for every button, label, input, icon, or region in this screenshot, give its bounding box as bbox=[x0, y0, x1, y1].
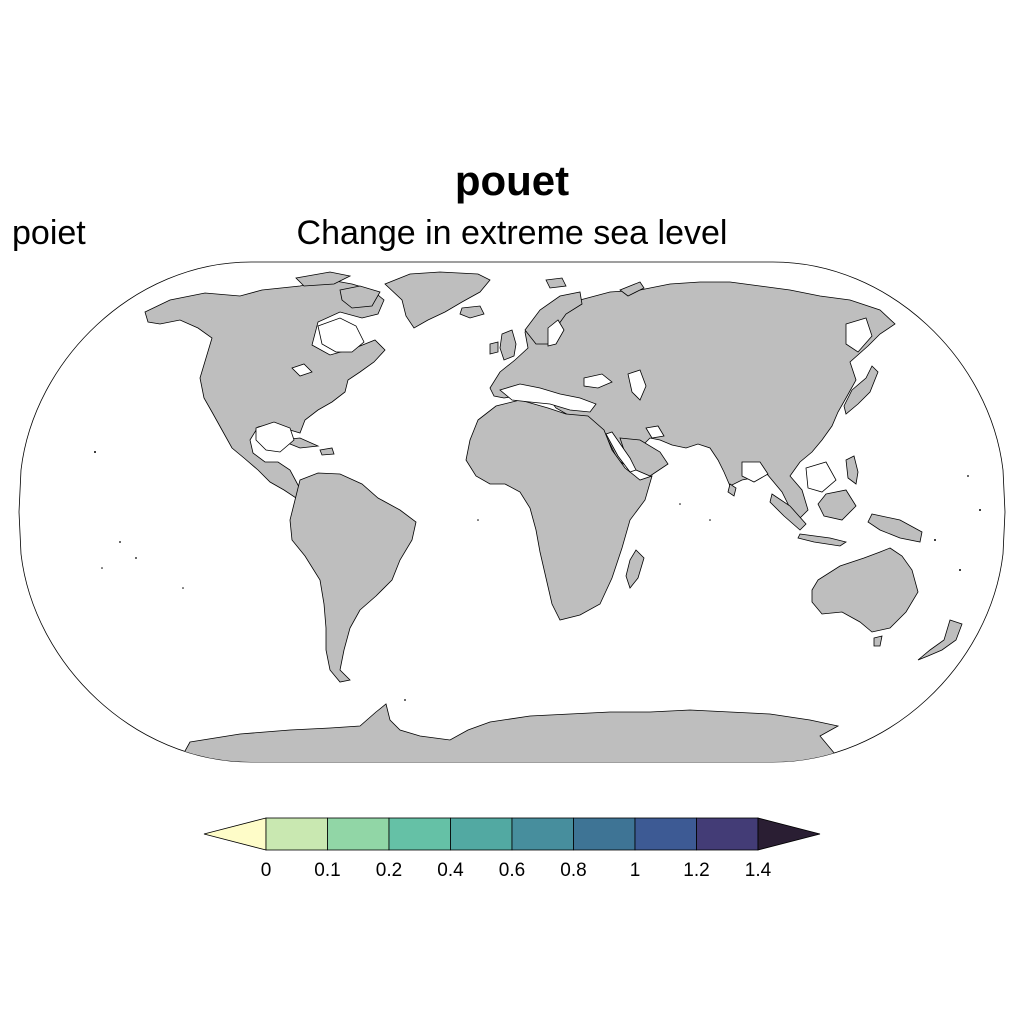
red-sea bbox=[605, 431, 637, 473]
landmass-australia bbox=[811, 547, 919, 633]
colorbar-bin bbox=[265, 817, 328, 851]
sea-of-okhotsk bbox=[845, 317, 873, 353]
bay-of-bengal bbox=[741, 461, 769, 483]
colorbar-bin bbox=[327, 817, 390, 851]
landmass-greenland bbox=[384, 271, 491, 329]
colorbar-tick-label: 0.6 bbox=[498, 860, 526, 881]
colorbar-bin bbox=[450, 817, 513, 851]
colorbar-tick-label: 1.4 bbox=[744, 860, 772, 881]
map-subtitle: Change in extreme sea level bbox=[296, 214, 728, 252]
landmass-ireland bbox=[489, 341, 499, 355]
colorbar-tick-label: 0 bbox=[260, 860, 272, 881]
landmass-tasmania bbox=[873, 635, 883, 647]
landmass-sumatra bbox=[769, 493, 807, 531]
colorbar-bin bbox=[573, 817, 636, 851]
landmass-novaya-zemlya bbox=[619, 281, 645, 297]
small-islands bbox=[94, 451, 981, 701]
landmass-scandinavia bbox=[524, 291, 583, 345]
landmass-north-america bbox=[144, 279, 386, 499]
landmass-borneo bbox=[817, 489, 857, 521]
black-sea bbox=[583, 373, 613, 389]
landmass-baffin-island bbox=[339, 285, 381, 309]
landmass-arctic-islands bbox=[295, 271, 352, 287]
colorbar-bin bbox=[388, 817, 451, 851]
persian-gulf bbox=[645, 425, 665, 439]
landmass-japan bbox=[843, 365, 879, 415]
colorbar bbox=[203, 817, 821, 851]
landmass-antarctica bbox=[179, 703, 841, 762]
colorbar-tick-label: 0.2 bbox=[375, 860, 403, 881]
landmass-south-america bbox=[289, 472, 417, 683]
colorbar-bin bbox=[696, 817, 759, 851]
caspian-sea bbox=[627, 369, 647, 401]
landmass-philippines bbox=[845, 455, 859, 485]
landmass-madagascar bbox=[625, 549, 645, 589]
landmass-svalbard bbox=[545, 277, 567, 289]
landmass-hispaniola bbox=[319, 447, 335, 456]
colorbar-tick-label: 1 bbox=[629, 860, 641, 881]
landmass-iceland bbox=[459, 305, 485, 319]
mediterranean-sea bbox=[499, 383, 597, 413]
colorbar-tick-label: 0.8 bbox=[560, 860, 587, 881]
baltic-sea bbox=[547, 319, 565, 347]
south-china-sea bbox=[805, 461, 837, 493]
colorbar-extend-low bbox=[203, 817, 267, 851]
colorbar-tick-label: 0.1 bbox=[314, 860, 341, 881]
colorbar-tick-label: 1.2 bbox=[683, 860, 710, 881]
landmass-sri-lanka bbox=[727, 483, 737, 497]
colorbar-bin bbox=[634, 817, 697, 851]
landmass-new-zealand bbox=[917, 619, 963, 661]
map-title: pouet bbox=[454, 157, 570, 204]
landmass-java bbox=[797, 533, 847, 547]
great-lakes bbox=[291, 363, 313, 377]
landmass-africa bbox=[465, 399, 653, 621]
colorbar-extend-high bbox=[757, 817, 821, 851]
gulf-of-mexico bbox=[255, 421, 295, 453]
hudson-bay bbox=[317, 317, 365, 353]
landmass-new-guinea bbox=[867, 513, 923, 543]
left-string: poiet bbox=[12, 214, 86, 252]
colorbar-tick-label: 0.4 bbox=[437, 860, 464, 881]
colorbar-bin bbox=[511, 817, 574, 851]
landmass-great-britain bbox=[499, 329, 517, 361]
